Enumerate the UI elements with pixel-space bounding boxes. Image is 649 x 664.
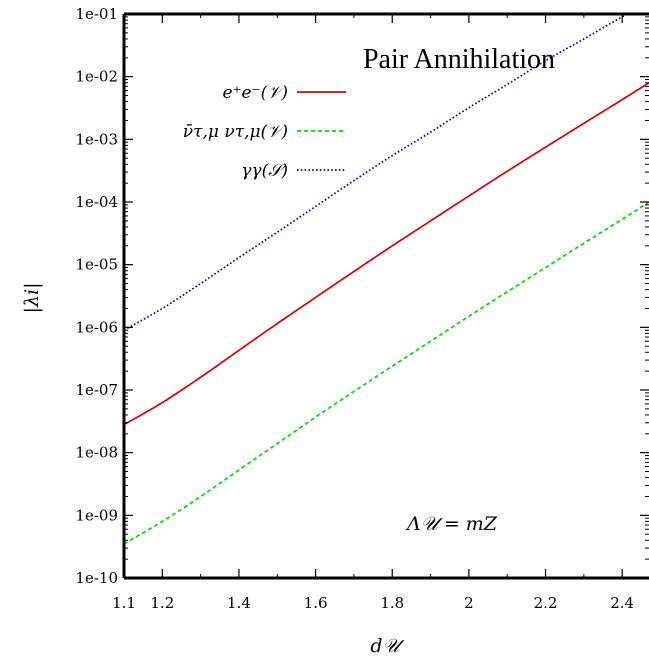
y-tick-label: 1e-09 [75, 506, 118, 524]
y-tick-label: 1e-02 [75, 68, 118, 86]
legend-label-1: ν̄τ,μ ντ,μ(𝒱) [183, 122, 288, 142]
x-tick-label: 2 [464, 594, 474, 612]
x-tick-label: 1.4 [227, 594, 251, 612]
x-tick-label: 2.4 [610, 594, 634, 612]
series-line-0 [124, 82, 649, 426]
y-tick-label: 1e-08 [75, 444, 118, 462]
chart-title: Pair Annihilation [363, 44, 555, 75]
x-tick-label: 1.6 [304, 594, 328, 612]
y-tick-label: 1e-05 [75, 256, 118, 274]
y-axis-label: |λi| [21, 283, 43, 314]
series-layer [124, 14, 649, 545]
series-line-2 [124, 14, 630, 331]
y-tick-label: 1e-04 [75, 193, 118, 211]
y-tick-label: 1e-03 [75, 130, 118, 148]
y-tick-label: 1e-01 [75, 5, 118, 23]
y-tick-label: 1e-06 [75, 318, 118, 336]
legend-label-2: γγ(𝒮) [241, 161, 288, 181]
y-tick-label: 1e-07 [75, 381, 118, 399]
x-tick-label: 1.8 [380, 594, 404, 612]
x-tick-label: 1.2 [150, 594, 174, 612]
y-tick-label: 1e-10 [75, 569, 118, 587]
series-line-1 [124, 201, 649, 545]
x-tick-label: 1.1 [112, 594, 136, 612]
legend: e⁺e⁻(𝒱) ν̄τ,μ ντ,μ(𝒱) γγ(𝒮) [183, 83, 346, 181]
annotation-lambda-mz: Λ𝒰 = mZ [405, 513, 498, 535]
x-axis-label: d𝒰 [370, 635, 404, 657]
legend-label-0: e⁺e⁻(𝒱) [223, 83, 289, 103]
x-tick-label: 2.2 [534, 594, 558, 612]
axes-layer: 1e-10 1e-09 1e-08 1e-07 1e-06 1e-05 1e-04 1e-03… [75, 5, 649, 612]
